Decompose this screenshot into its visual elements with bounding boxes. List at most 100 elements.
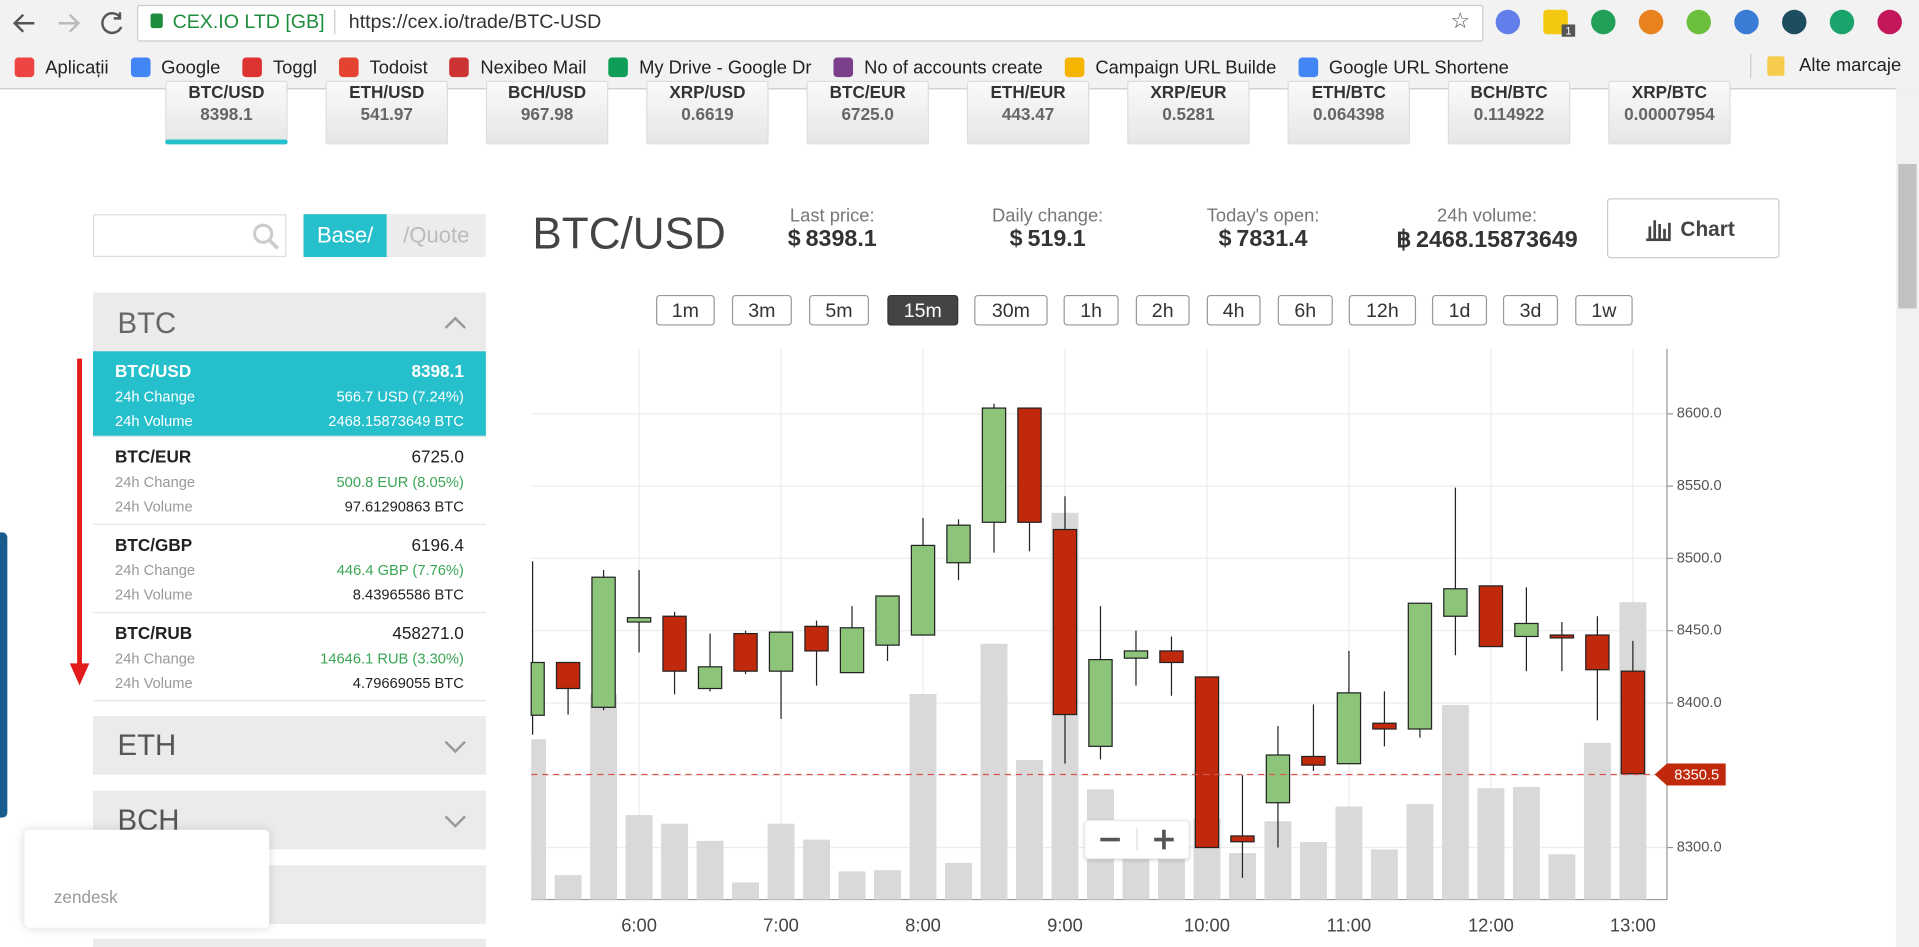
nav-buttons[interactable] bbox=[0, 0, 135, 47]
x-tick-label: 11:00 bbox=[1327, 914, 1372, 935]
volume-bar bbox=[661, 823, 689, 900]
market-row[interactable]: BTC/RUB 458271.0 24h Change 14646.1 RUB (3.… bbox=[93, 613, 486, 702]
y-tick-label: 8450.0 bbox=[1677, 623, 1722, 639]
stat-value: $7831.4 bbox=[1128, 226, 1397, 253]
change-label: 24h Change bbox=[115, 387, 196, 406]
ticker-tab[interactable]: ETH/EUR 443.47 bbox=[966, 80, 1090, 145]
ticker-tab[interactable]: ETH/USD 541.97 bbox=[325, 80, 448, 145]
stat-value: $519.1 bbox=[913, 226, 1182, 253]
candle-body bbox=[768, 631, 794, 672]
ticker-pair: ETH/USD bbox=[349, 82, 425, 102]
volume-bar bbox=[980, 643, 1008, 900]
zoom-control[interactable] bbox=[1084, 820, 1190, 860]
market-row[interactable]: BTC/EUR 6725.0 24h Change 500.8 EUR (8.05%)… bbox=[93, 436, 486, 526]
interval-button[interactable]: 1m bbox=[656, 294, 715, 326]
price-chart: 8300.0 8400.0 8450.0 8500.0 8550.0 8600.0 6:00… bbox=[530, 348, 1726, 935]
volume-bar bbox=[625, 815, 653, 900]
bookmark[interactable]: Google URL Shortene bbox=[1298, 54, 1509, 81]
candle-body bbox=[1123, 650, 1149, 659]
bookmark[interactable]: My Drive - Google Dr bbox=[608, 54, 811, 81]
y-tick-label: 8400.0 bbox=[1677, 695, 1722, 711]
base-tab[interactable]: Base/ bbox=[303, 214, 387, 258]
extension-icon[interactable] bbox=[1877, 9, 1902, 35]
candle-body bbox=[1265, 754, 1291, 804]
interval-button[interactable]: 1w bbox=[1575, 294, 1633, 326]
interval-button[interactable]: 12h bbox=[1348, 294, 1417, 326]
market-volume: 2468.15873649 BTC bbox=[328, 412, 464, 430]
bookmark[interactable]: Campaign URL Builde bbox=[1064, 54, 1276, 81]
group-header[interactable]: ETH bbox=[93, 715, 486, 775]
side-tab[interactable] bbox=[0, 532, 8, 818]
ticker-tab[interactable]: BCH/USD 967.98 bbox=[485, 80, 609, 145]
star-icon[interactable]: ☆ bbox=[1450, 8, 1471, 34]
volume-bar bbox=[531, 739, 547, 900]
candle-body bbox=[662, 615, 687, 672]
extension-icon[interactable] bbox=[1495, 9, 1521, 35]
group-header[interactable]: BTC bbox=[93, 292, 486, 352]
candle-body bbox=[875, 595, 900, 646]
active-underline bbox=[165, 139, 288, 145]
extension-icon[interactable] bbox=[1734, 9, 1759, 35]
bookmark[interactable]: No of accounts create bbox=[833, 54, 1043, 81]
ticker-tab[interactable]: XRP/BTC 0.00007954 bbox=[1608, 80, 1731, 145]
scrollbar bbox=[1895, 88, 1919, 947]
market-row[interactable]: BTC/GBP 6196.4 24h Change 446.4 GBP (7.76%)… bbox=[93, 525, 486, 614]
interval-button[interactable]: 6h bbox=[1277, 294, 1333, 326]
candle-body bbox=[1443, 588, 1468, 617]
candle-body bbox=[591, 576, 616, 708]
omnibox[interactable]: CEX.IO LTD [GB] https://cex.io/trade/BTC… bbox=[137, 4, 1484, 42]
extension-icon[interactable] bbox=[1686, 9, 1712, 35]
bookmark-label: No of accounts create bbox=[864, 56, 1043, 78]
interval-button[interactable]: 30m bbox=[974, 294, 1048, 326]
ticker-tab[interactable]: BCH/BTC 0.114922 bbox=[1447, 80, 1571, 145]
extension-icon[interactable] bbox=[1781, 9, 1807, 35]
extension-icon[interactable] bbox=[1638, 9, 1664, 35]
bookmark-icon bbox=[449, 57, 470, 78]
ticker-price: 8398.1 bbox=[200, 104, 253, 124]
volume-bar bbox=[1512, 786, 1540, 900]
interval-button[interactable]: 4h bbox=[1206, 294, 1261, 326]
ticker-tab[interactable]: BTC/EUR 6725.0 bbox=[806, 80, 929, 145]
bookmark[interactable]: Aplicații bbox=[14, 54, 109, 81]
zendesk-widget[interactable]: zendesk bbox=[24, 829, 270, 928]
quote-tab[interactable]: /Quote bbox=[386, 214, 486, 258]
market-row[interactable]: BTC/USD 8398.1 24h Change 566.7 USD (7.24%)… bbox=[93, 351, 486, 437]
ticker-tab[interactable]: XRP/EUR 0.5281 bbox=[1127, 80, 1250, 145]
ticker-price: 0.6619 bbox=[681, 104, 734, 124]
candle-body bbox=[697, 666, 723, 690]
volume-bar bbox=[1477, 788, 1505, 900]
candle-body bbox=[981, 407, 1007, 523]
stat: Daily change: $519.1 bbox=[913, 206, 1182, 254]
interval-button[interactable]: 5m bbox=[808, 294, 869, 326]
extension-icon[interactable] bbox=[1591, 9, 1616, 35]
interval-button[interactable]: 15m bbox=[887, 294, 959, 326]
stat-number: 8398.1 bbox=[805, 226, 877, 253]
chart-button[interactable]: Chart bbox=[1606, 198, 1780, 259]
ticker-tab[interactable]: ETH/BTC 0.064398 bbox=[1287, 80, 1410, 145]
other-bookmarks[interactable]: Alte marcaje bbox=[1799, 55, 1902, 76]
ticker-tab[interactable]: XRP/USD 0.6619 bbox=[646, 80, 769, 145]
search-input[interactable] bbox=[93, 214, 287, 258]
bookmark[interactable]: Nexibeo Mail bbox=[449, 54, 586, 81]
interval-button[interactable]: 3d bbox=[1502, 294, 1559, 326]
candle-body bbox=[1088, 658, 1113, 747]
interval-button[interactable]: 2h bbox=[1135, 294, 1190, 326]
pair-title: BTC/USD bbox=[532, 208, 726, 259]
bookmark[interactable]: Toggl bbox=[242, 54, 317, 81]
volume-bar bbox=[696, 840, 724, 900]
interval-button[interactable]: 3m bbox=[731, 294, 792, 326]
extension-badge: 1 bbox=[1561, 24, 1576, 37]
interval-button[interactable]: 1d bbox=[1431, 294, 1488, 326]
x-tick-label: 13:00 bbox=[1610, 914, 1656, 935]
interval-button[interactable]: 1h bbox=[1063, 294, 1119, 326]
bookmark[interactable]: Google bbox=[130, 54, 220, 81]
candle-body bbox=[733, 632, 758, 672]
url: https://cex.io/trade/BTC-USD bbox=[348, 12, 602, 34]
ticker-tab[interactable]: BTC/USD 8398.1 bbox=[165, 80, 288, 145]
extension-icon[interactable] bbox=[1829, 9, 1855, 35]
ticker-pair: XRP/BTC bbox=[1631, 82, 1707, 102]
market-change: 446.4 GBP (7.76%) bbox=[336, 561, 464, 579]
stat: 24h volume: ฿ 2468.15873649 bbox=[1352, 206, 1621, 255]
candle-body bbox=[1372, 722, 1397, 730]
bookmark[interactable]: Todoist bbox=[338, 54, 428, 81]
